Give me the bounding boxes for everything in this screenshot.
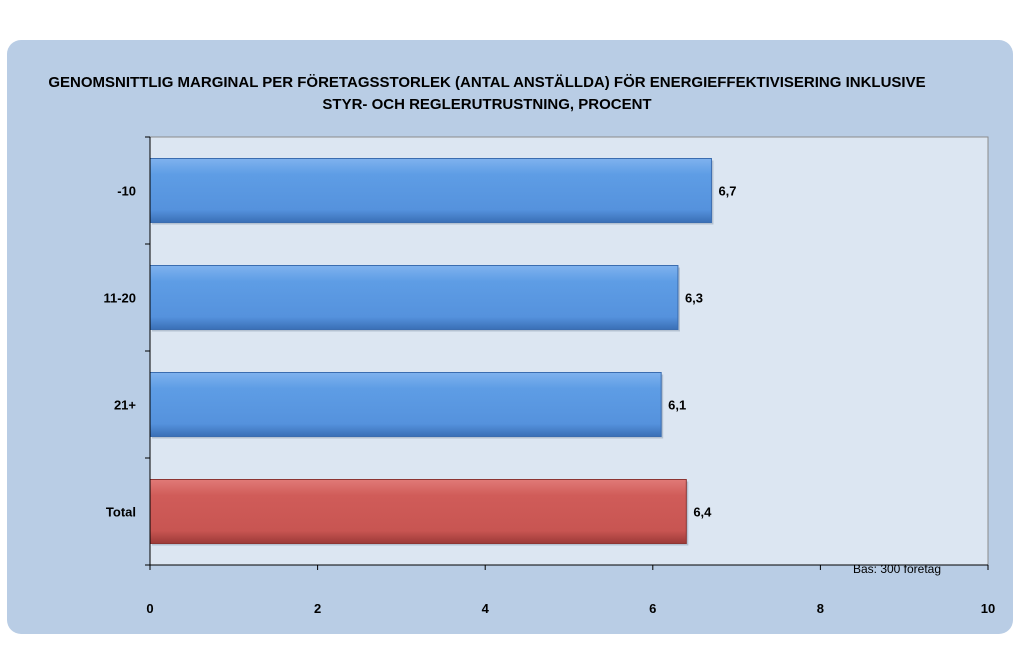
base-note: Bas: 300 företag xyxy=(853,562,941,576)
category-label: -10 xyxy=(117,184,136,199)
bar--10 xyxy=(149,158,712,223)
x-tick-label: 2 xyxy=(314,601,321,616)
x-tick-label: 10 xyxy=(981,601,995,616)
x-tick-label: 0 xyxy=(146,601,153,616)
chart-title-line-1: GENOMSNITTLIG MARGINAL PER FÖRETAGSSTORL… xyxy=(48,74,926,91)
chart-title: GENOMSNITTLIG MARGINAL PER FÖRETAGSSTORL… xyxy=(27,72,947,116)
x-tick-label: 4 xyxy=(482,601,490,616)
bar-Total xyxy=(149,479,687,544)
category-label: 11-20 xyxy=(103,291,136,306)
bar-21+ xyxy=(149,372,662,437)
chart-title-line-2: STYR- OCH REGLERUTRUSTNING, PROCENT xyxy=(322,96,652,113)
x-tick-label: 8 xyxy=(817,601,824,616)
value-label: 6,4 xyxy=(693,505,712,520)
value-label: 6,7 xyxy=(718,184,736,199)
category-label: Total xyxy=(106,505,136,520)
category-label: 21+ xyxy=(114,398,136,413)
value-label: 6,3 xyxy=(685,291,703,306)
bar-11-20 xyxy=(149,265,679,330)
x-tick-label: 6 xyxy=(649,601,656,616)
value-label: 6,1 xyxy=(668,398,686,413)
